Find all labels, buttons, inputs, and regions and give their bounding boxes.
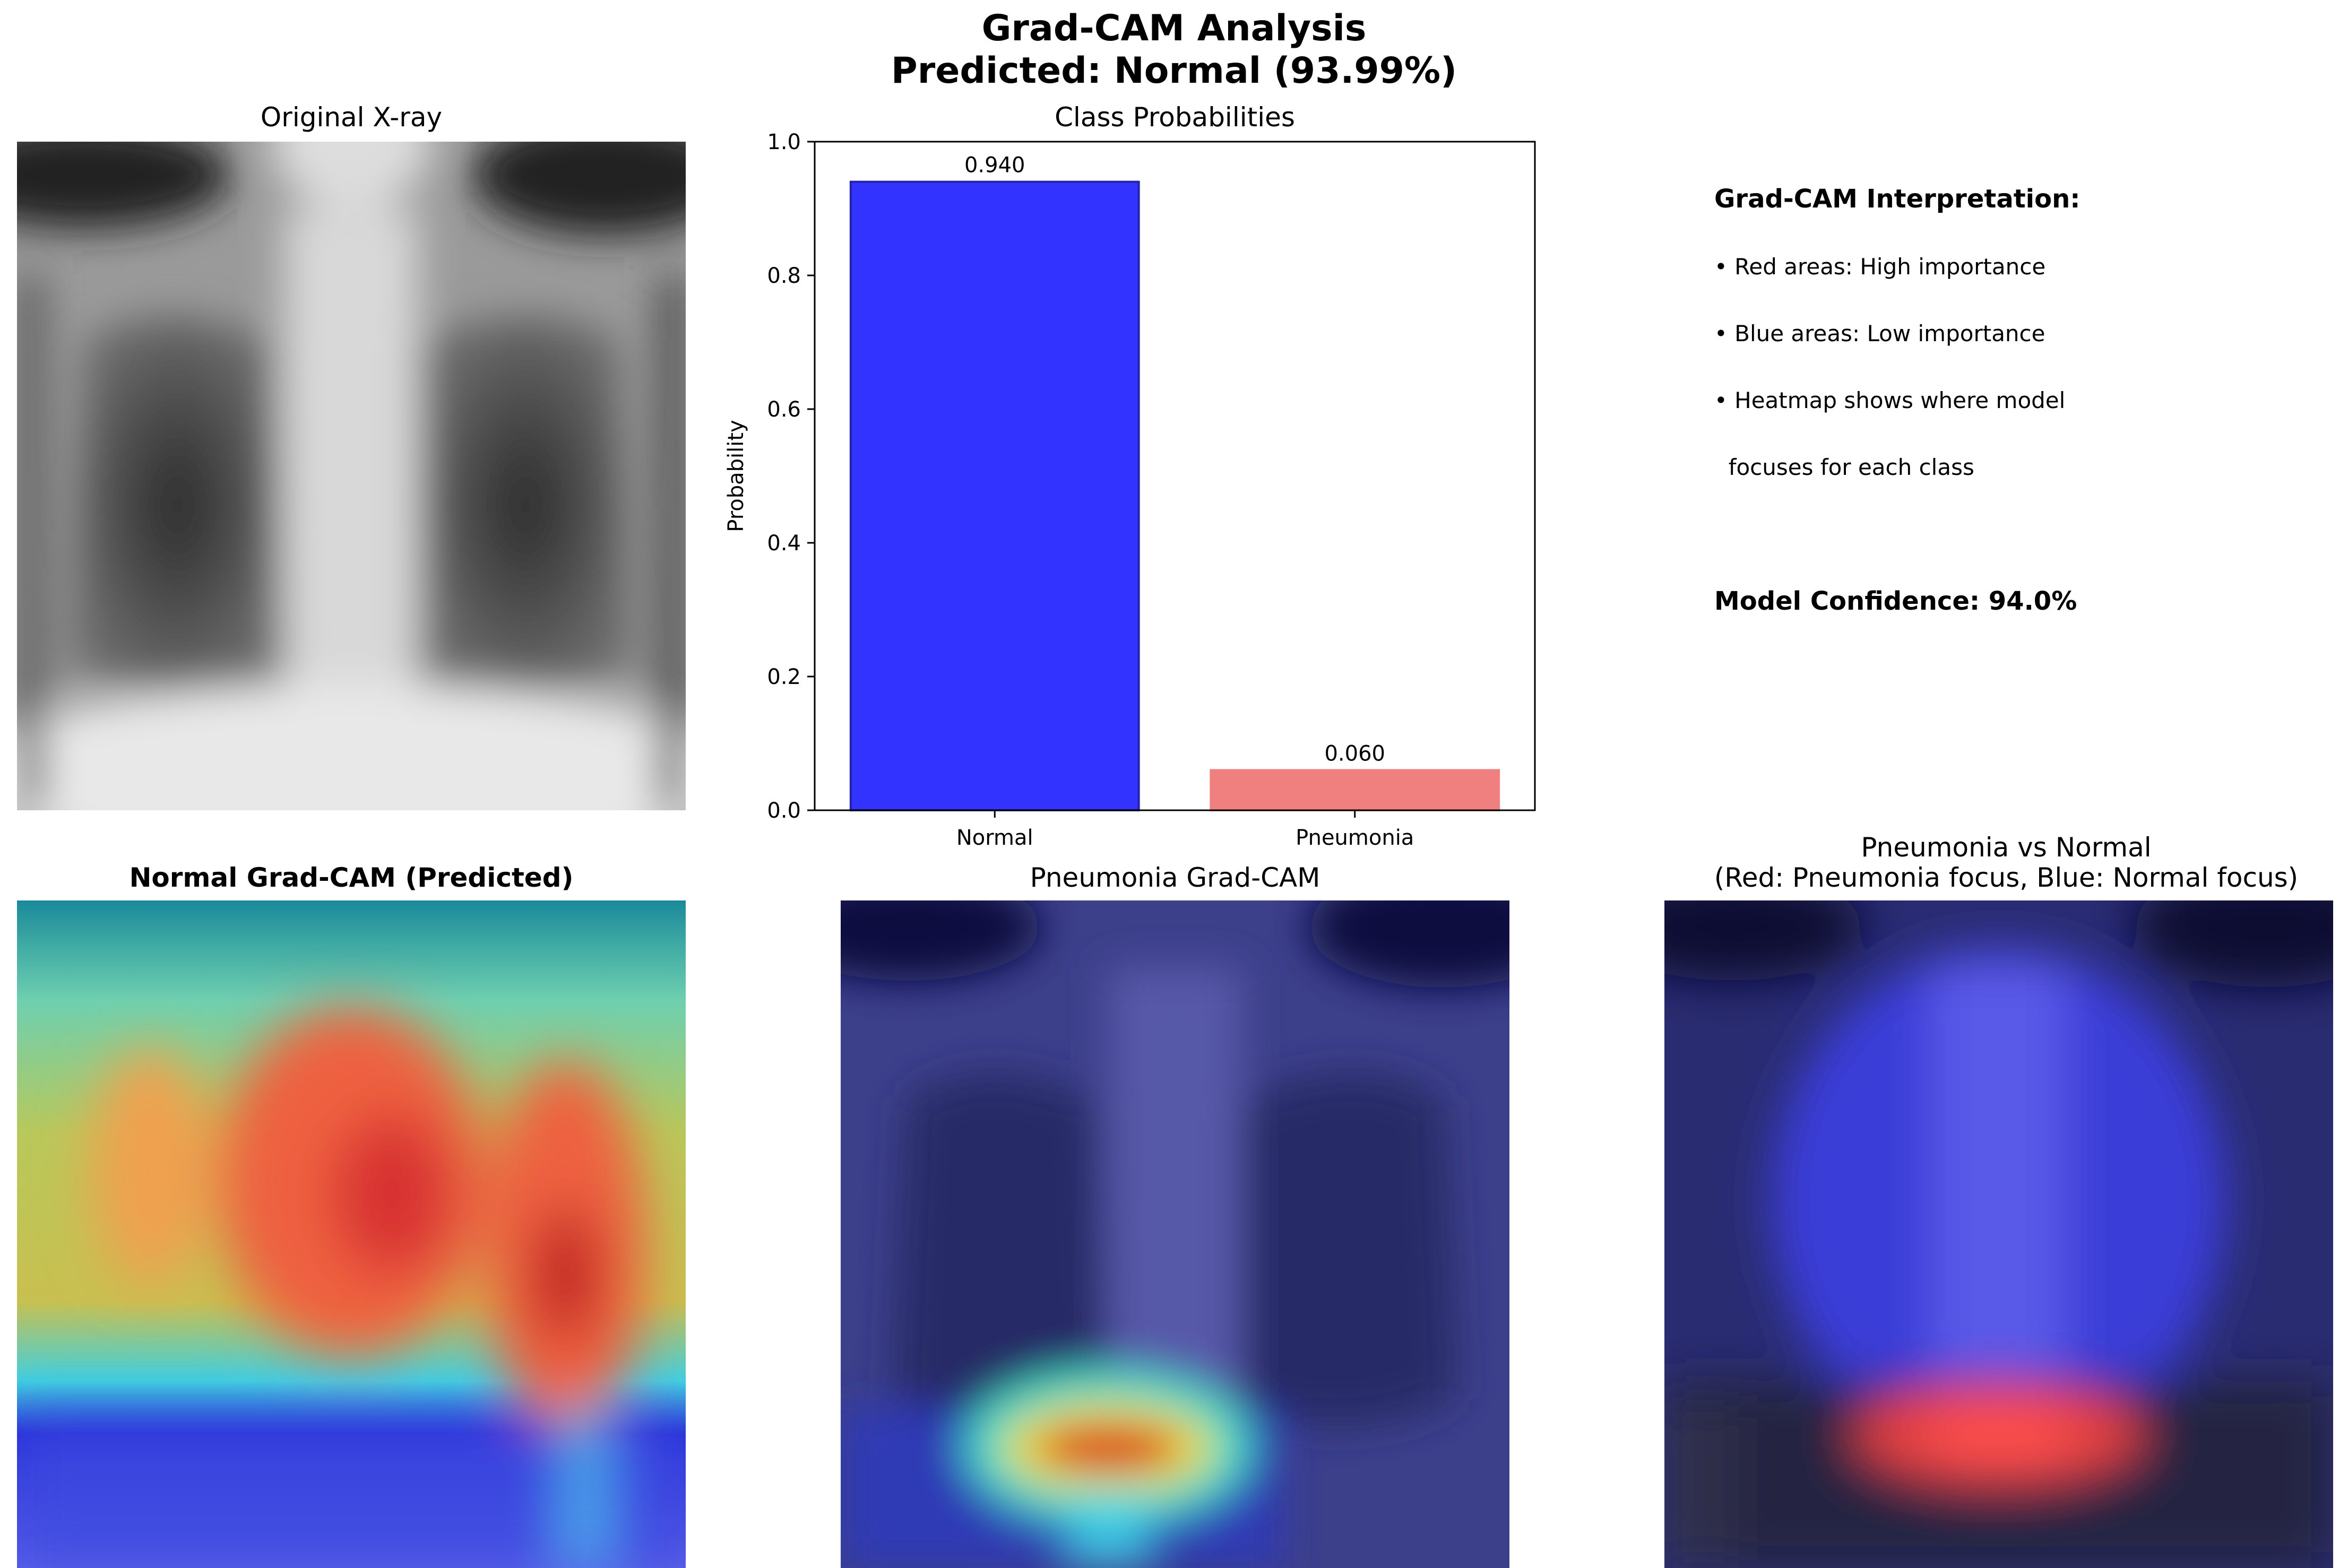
diff-title-line2: (Red: Pneumonia focus, Blue: Normal focu… [1714,862,2299,893]
original-xray-title: Original X-ray [260,102,443,133]
original-xray-image [17,142,686,810]
y-tick-label: 0.8 [767,264,801,288]
pneumonia-vs-normal-image [1664,900,2333,1568]
normal-gradcam-title: Normal Grad-CAM (Predicted) [129,862,574,893]
interpretation-line-3: • Heatmap shows where model [1714,387,2066,413]
bar-normal [849,180,1140,812]
model-confidence: Model Confidence: 94.0% [1714,586,2077,616]
bar-value-label-pneumonia: 0.060 [1324,741,1385,766]
pneumonia-gradcam-title: Pneumonia Grad-CAM [1030,862,1320,893]
diff-title-line1: Pneumonia vs Normal [1861,832,2152,863]
figure-title: Grad-CAM Analysis [981,7,1367,49]
interpretation-line-4: focuses for each class [1714,454,1974,480]
normal-gradcam-image [17,900,686,1568]
x-tick-label-normal: Normal [956,826,1033,850]
pneumonia-gradcam-image [841,900,1509,1568]
y-tick-label: 0.2 [767,665,801,689]
y-tick-label: 1.0 [767,133,801,154]
plot-frame [814,141,1536,811]
class-probabilities-chart: 0.940 Normal 0.060 Pneumonia 0.0 0.2 0.4 0.6 0.8… [724,133,1536,850]
interpretation-heading: Grad-CAM Interpretation: [1714,184,2081,214]
interpretation-line-1: • Red areas: High importance [1714,254,2046,280]
bar-pneumonia [1210,769,1500,812]
y-tick-label: 0.6 [767,397,801,422]
y-tick-label: 0.4 [767,531,801,556]
chart-title: Class Probabilities [1055,102,1295,133]
figure-subtitle: Predicted: Normal (93.99%) [891,50,1457,92]
y-tick-label: 0.0 [767,799,801,823]
bar-value-label-normal: 0.940 [964,153,1025,178]
x-tick-label-pneumonia: Pneumonia [1296,826,1414,850]
interpretation-line-2: • Blue areas: Low importance [1714,320,2045,346]
y-axis-label: Probability [724,420,748,532]
